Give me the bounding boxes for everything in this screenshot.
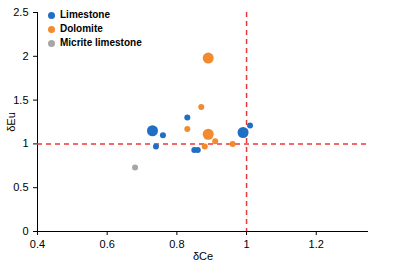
- svg-text:1.5: 1.5: [13, 94, 28, 106]
- svg-text:0.4: 0.4: [30, 238, 45, 250]
- svg-text:0.8: 0.8: [169, 238, 184, 250]
- svg-text:2.5: 2.5: [13, 6, 28, 18]
- svg-text:δEu: δEu: [5, 112, 17, 132]
- svg-text:0.5: 0.5: [13, 181, 28, 193]
- svg-text:1: 1: [243, 238, 249, 250]
- html-text:Limestone: Limestone: [60, 9, 110, 20]
- svg-text:1.2: 1.2: [309, 238, 324, 250]
- svg-text:δCe: δCe: [193, 250, 213, 262]
- html-text:Micrite limestone: Micrite limestone: [60, 37, 142, 48]
- svg-text:0: 0: [22, 225, 28, 237]
- svg-text:0.6: 0.6: [100, 238, 115, 250]
- svg-text:2: 2: [22, 50, 28, 62]
- svg-text:1: 1: [22, 137, 28, 149]
- html-text:Dolomite: Dolomite: [60, 23, 103, 34]
